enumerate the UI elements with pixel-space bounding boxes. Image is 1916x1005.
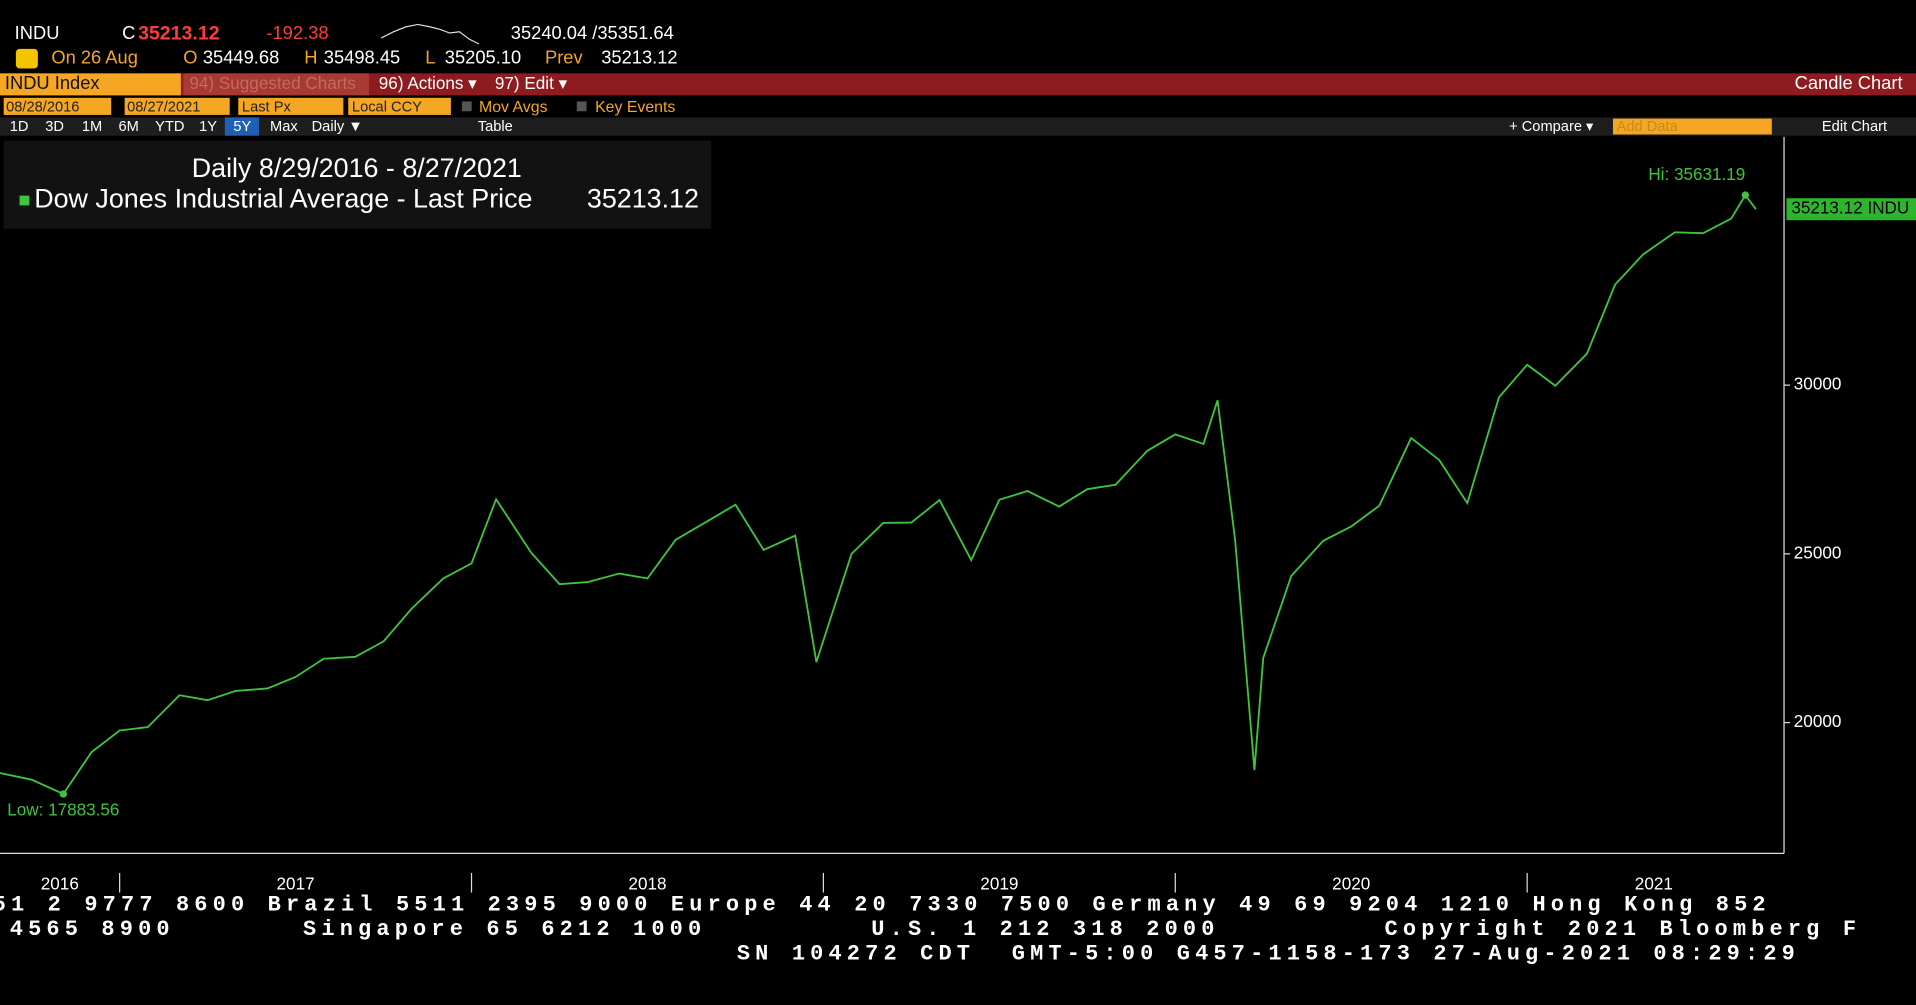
edit-chart[interactable]: Edit Chart (1822, 119, 1887, 135)
key-events[interactable]: Key Events (595, 99, 675, 116)
end-date-box[interactable] (124, 97, 230, 115)
period-button[interactable]: Max (270, 119, 298, 135)
currency[interactable]: Local CCY (352, 99, 422, 115)
frequency[interactable]: Daily ▼ (312, 119, 363, 135)
period-button[interactable]: 3D (45, 119, 64, 135)
period-button[interactable]: YTD (155, 119, 184, 135)
x-tick-label: 2021 (1635, 875, 1673, 894)
toolbar (0, 73, 1916, 96)
low: 35205.10 (445, 47, 521, 68)
checkbox[interactable] (461, 101, 472, 112)
footer-line: 4565 8900 Singapore 65 6212 1000 U.S. 1 … (10, 917, 1861, 942)
x-tick-label: 2018 (628, 875, 666, 894)
prev-label: Prev (545, 47, 584, 68)
last-price: 35213.12 (138, 22, 220, 44)
range: 35240.04 /35351.64 (511, 22, 674, 43)
open-label: O (183, 47, 197, 68)
y-tick-label: 30000 (1794, 375, 1842, 394)
field-box[interactable] (238, 97, 344, 115)
price-line (0, 193, 1757, 796)
checkbox[interactable] (576, 101, 587, 112)
change: -192.38 (266, 22, 328, 43)
field[interactable]: Last Px (242, 99, 292, 115)
mov-avgs[interactable]: Mov Avgs (479, 99, 548, 116)
table[interactable]: Table (478, 119, 513, 135)
sparkline (380, 23, 480, 45)
y-tick-label: 20000 (1794, 712, 1842, 731)
chart-type[interactable]: Candle Chart (1795, 72, 1903, 93)
security-box[interactable] (0, 73, 181, 96)
period-button[interactable]: 1D (10, 119, 29, 135)
currency-box[interactable] (348, 97, 451, 115)
security[interactable]: INDU Index (5, 72, 100, 93)
period-button[interactable]: 1Y (199, 119, 217, 135)
period-bar (0, 117, 1916, 136)
x-tick-label: 2020 (1332, 875, 1370, 894)
open: 35449.68 (203, 47, 279, 68)
date: On 26 Aug (51, 47, 138, 68)
footer-line: 51 2 9777 8600 Brazil 5511 2395 9000 Eur… (0, 893, 1771, 918)
high-label: H (304, 47, 317, 68)
x-tick-label: 2019 (980, 875, 1018, 894)
extreme-label: Hi: 35631.19 (1648, 165, 1745, 184)
legend-box (3, 140, 712, 229)
alert-icon[interactable] (15, 48, 38, 69)
extreme-marker (1741, 191, 1749, 199)
high: 35498.45 (324, 47, 400, 68)
suggested[interactable]: 94) Suggested Charts (189, 74, 355, 93)
low-label: L (425, 47, 435, 68)
period-button[interactable]: 5Y (233, 119, 251, 135)
ticker: INDU (15, 22, 60, 43)
close-label: C (122, 22, 135, 43)
extreme-marker (59, 790, 68, 798)
footer-line: SN 104272 CDT GMT-5:00 G457-1158-173 27-… (737, 941, 1800, 966)
end-date[interactable]: 08/27/2021 (127, 99, 200, 115)
start-date-box[interactable] (3, 97, 112, 115)
suggested-box[interactable] (183, 73, 370, 96)
legend-value: 35213.12 (587, 184, 699, 214)
add-data-box[interactable] (1612, 118, 1772, 135)
active-period (224, 117, 260, 136)
actions[interactable]: 96) Actions ▾ (379, 74, 477, 93)
compare[interactable]: + Compare ▾ (1509, 119, 1594, 135)
period-button[interactable]: 1M (82, 119, 102, 135)
last-price-tag (1786, 198, 1916, 221)
chart-title: Daily 8/29/2016 - 8/27/2021 (192, 153, 522, 183)
last-price-label: 35213.12 INDU (1791, 199, 1909, 218)
edit[interactable]: 97) Edit ▾ (495, 74, 568, 93)
prev: 35213.12 (601, 47, 677, 68)
start-date[interactable]: 08/28/2016 (6, 99, 79, 115)
x-tick-label: 2017 (277, 875, 315, 894)
x-tick-label: 2016 (41, 875, 79, 894)
legend-entry: Dow Jones Industrial Average - Last Pric… (34, 184, 532, 214)
y-tick-label: 25000 (1794, 543, 1842, 562)
extreme-label: Low: 17883.56 (7, 801, 119, 820)
period-button[interactable]: 6M (119, 119, 139, 135)
legend-swatch (19, 195, 30, 206)
add-data[interactable]: Add Data (1617, 119, 1679, 135)
